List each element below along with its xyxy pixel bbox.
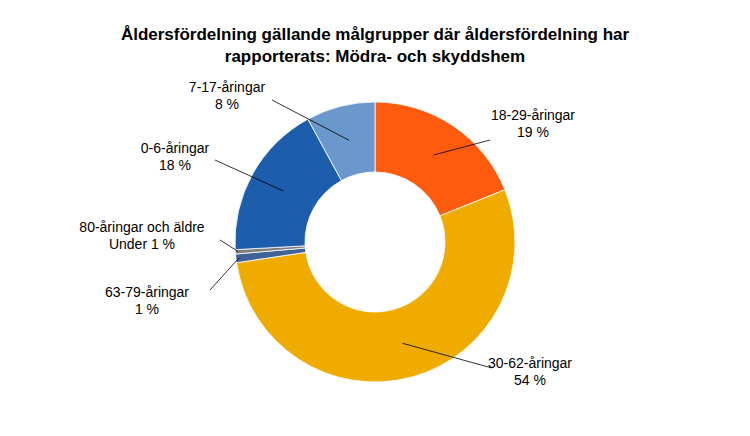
category-label: 63-79-åringar <box>105 284 189 300</box>
data-label: 19 % <box>517 124 549 140</box>
data-label: 54 % <box>514 372 546 388</box>
leader-line <box>434 140 490 155</box>
slice <box>308 102 375 181</box>
leader-line <box>272 100 349 140</box>
data-label: Under 1 % <box>109 236 175 252</box>
plot: 18-29-åringar19 % 30-62-åringar54 % 63-79-… <box>0 0 750 436</box>
data-label: 18 % <box>159 157 191 173</box>
title: Åldersfördelning gällande målgrupper där… <box>85 24 665 68</box>
slices <box>235 102 515 382</box>
chart: Åldersfördelning gällande målgrupper där… <box>0 0 750 436</box>
category-label: 7-17-åringar <box>189 79 266 95</box>
leader-line <box>215 160 283 191</box>
leader-line <box>210 258 239 290</box>
category-label: 0-6-åringar <box>141 140 210 156</box>
category-label: 30-62-åringar <box>488 355 572 371</box>
data-label: 8 % <box>215 96 239 112</box>
category-label: 80-åringar och äldre <box>79 219 205 235</box>
labels: 18-29-åringar19 % 30-62-åringar54 % 63-79-… <box>79 79 575 388</box>
leader-line <box>403 343 492 368</box>
category-label: 18-29-åringar <box>491 107 575 123</box>
leader-line <box>220 240 238 252</box>
data-label: 1 % <box>135 301 159 317</box>
